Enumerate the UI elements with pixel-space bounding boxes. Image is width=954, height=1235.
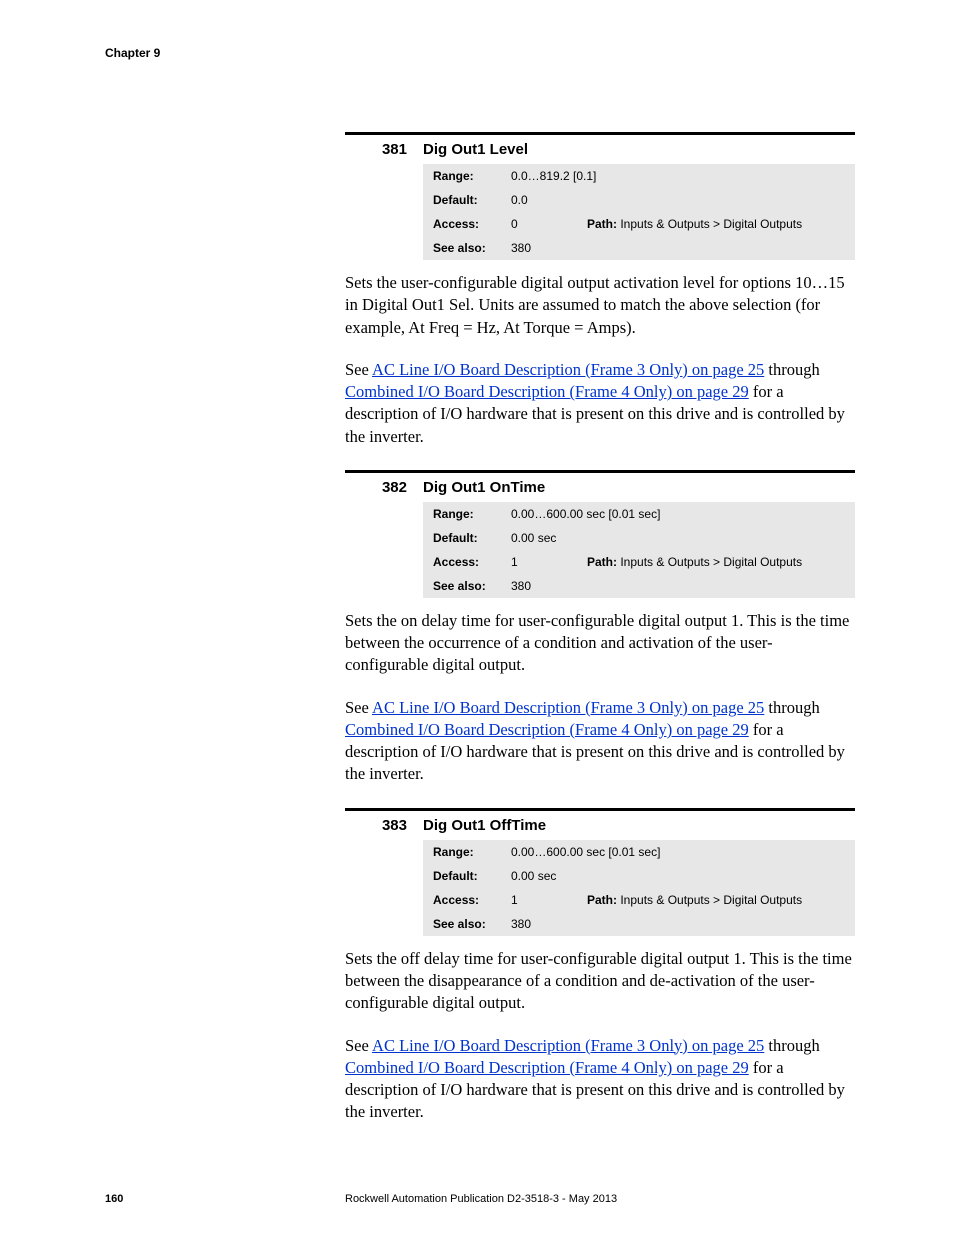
parameter-heading: 382 Dig Out1 OnTime [345,473,855,502]
range-value: 0.00…600.00 sec [0.01 sec] [511,507,660,521]
seealso-value: 380 [511,917,531,931]
parameter-description: Sets the off delay time for user-configu… [345,948,855,1015]
path-label: Path: [587,893,617,907]
parameter-number: 382 [345,479,423,496]
seealso-row: See also: 380 [423,236,855,260]
path-value: Inputs & Outputs > Digital Outputs [617,217,802,231]
range-row: Range: 0.00…600.00 sec [0.01 sec] [423,840,855,864]
seealso-value: 380 [511,241,531,255]
seealso-label: See also: [433,917,511,931]
access-value: 0 [511,217,531,231]
range-label: Range: [433,169,511,183]
path-cell: Path: Inputs & Outputs > Digital Outputs [587,217,802,231]
access-label: Access: [433,893,511,907]
access-value: 1 [511,893,531,907]
default-label: Default: [433,193,511,207]
path-label: Path: [587,217,617,231]
default-row: Default: 0.0 [423,188,855,212]
parameter-table: Range: 0.00…600.00 sec [0.01 sec] Defaul… [423,840,855,936]
range-value: 0.0…819.2 [0.1] [511,169,596,183]
page-footer: 160 Rockwell Automation Publication D2-3… [105,1193,894,1205]
default-row: Default: 0.00 sec [423,526,855,550]
default-label: Default: [433,869,511,883]
parameter-block: 382 Dig Out1 OnTime Range: 0.00…600.00 s… [345,470,855,786]
seealso-row: See also: 380 [423,574,855,598]
access-label: Access: [433,555,511,569]
parameter-reference: See AC Line I/O Board Description (Frame… [345,1035,855,1124]
default-value: 0.00 sec [511,869,556,883]
chapter-header: Chapter 9 [105,46,894,60]
default-value: 0.00 sec [511,531,556,545]
publication-info: Rockwell Automation Publication D2-3518-… [345,1193,894,1205]
cross-ref-link[interactable]: Combined I/O Board Description (Frame 4 … [345,382,749,401]
default-value: 0.0 [511,193,528,207]
seealso-value: 380 [511,579,531,593]
path-cell: Path: Inputs & Outputs > Digital Outputs [587,555,802,569]
cross-ref-link[interactable]: AC Line I/O Board Description (Frame 3 O… [372,1036,764,1055]
access-row: Access: 1 Path: Inputs & Outputs > Digit… [423,888,855,912]
path-value: Inputs & Outputs > Digital Outputs [617,893,802,907]
cross-ref-link[interactable]: Combined I/O Board Description (Frame 4 … [345,720,749,739]
parameter-description: Sets the user-configurable digital outpu… [345,272,855,339]
parameter-block: 383 Dig Out1 OffTime Range: 0.00…600.00 … [345,808,855,1124]
parameter-title: Dig Out1 OnTime [423,479,855,496]
range-row: Range: 0.00…600.00 sec [0.01 sec] [423,502,855,526]
access-row: Access: 0 Path: Inputs & Outputs > Digit… [423,212,855,236]
parameter-heading: 381 Dig Out1 Level [345,135,855,164]
parameter-heading: 383 Dig Out1 OffTime [345,811,855,840]
cross-ref-link[interactable]: Combined I/O Board Description (Frame 4 … [345,1058,749,1077]
path-label: Path: [587,555,617,569]
parameter-reference: See AC Line I/O Board Description (Frame… [345,359,855,448]
default-label: Default: [433,531,511,545]
range-label: Range: [433,507,511,521]
seealso-row: See also: 380 [423,912,855,936]
page-number: 160 [105,1193,345,1205]
range-row: Range: 0.0…819.2 [0.1] [423,164,855,188]
path-cell: Path: Inputs & Outputs > Digital Outputs [587,893,802,907]
parameter-number: 383 [345,817,423,834]
parameter-title: Dig Out1 OffTime [423,817,855,834]
parameter-description: Sets the on delay time for user-configur… [345,610,855,677]
parameter-reference: See AC Line I/O Board Description (Frame… [345,697,855,786]
parameter-table: Range: 0.00…600.00 sec [0.01 sec] Defaul… [423,502,855,598]
default-row: Default: 0.00 sec [423,864,855,888]
parameter-block: 381 Dig Out1 Level Range: 0.0…819.2 [0.1… [345,132,855,448]
seealso-label: See also: [433,241,511,255]
cross-ref-link[interactable]: AC Line I/O Board Description (Frame 3 O… [372,698,764,717]
range-value: 0.00…600.00 sec [0.01 sec] [511,845,660,859]
range-label: Range: [433,845,511,859]
parameter-number: 381 [345,141,423,158]
path-value: Inputs & Outputs > Digital Outputs [617,555,802,569]
access-row: Access: 1 Path: Inputs & Outputs > Digit… [423,550,855,574]
parameter-table: Range: 0.0…819.2 [0.1] Default: 0.0 Acce… [423,164,855,260]
seealso-label: See also: [433,579,511,593]
access-label: Access: [433,217,511,231]
cross-ref-link[interactable]: AC Line I/O Board Description (Frame 3 O… [372,360,764,379]
parameter-title: Dig Out1 Level [423,141,855,158]
access-value: 1 [511,555,531,569]
